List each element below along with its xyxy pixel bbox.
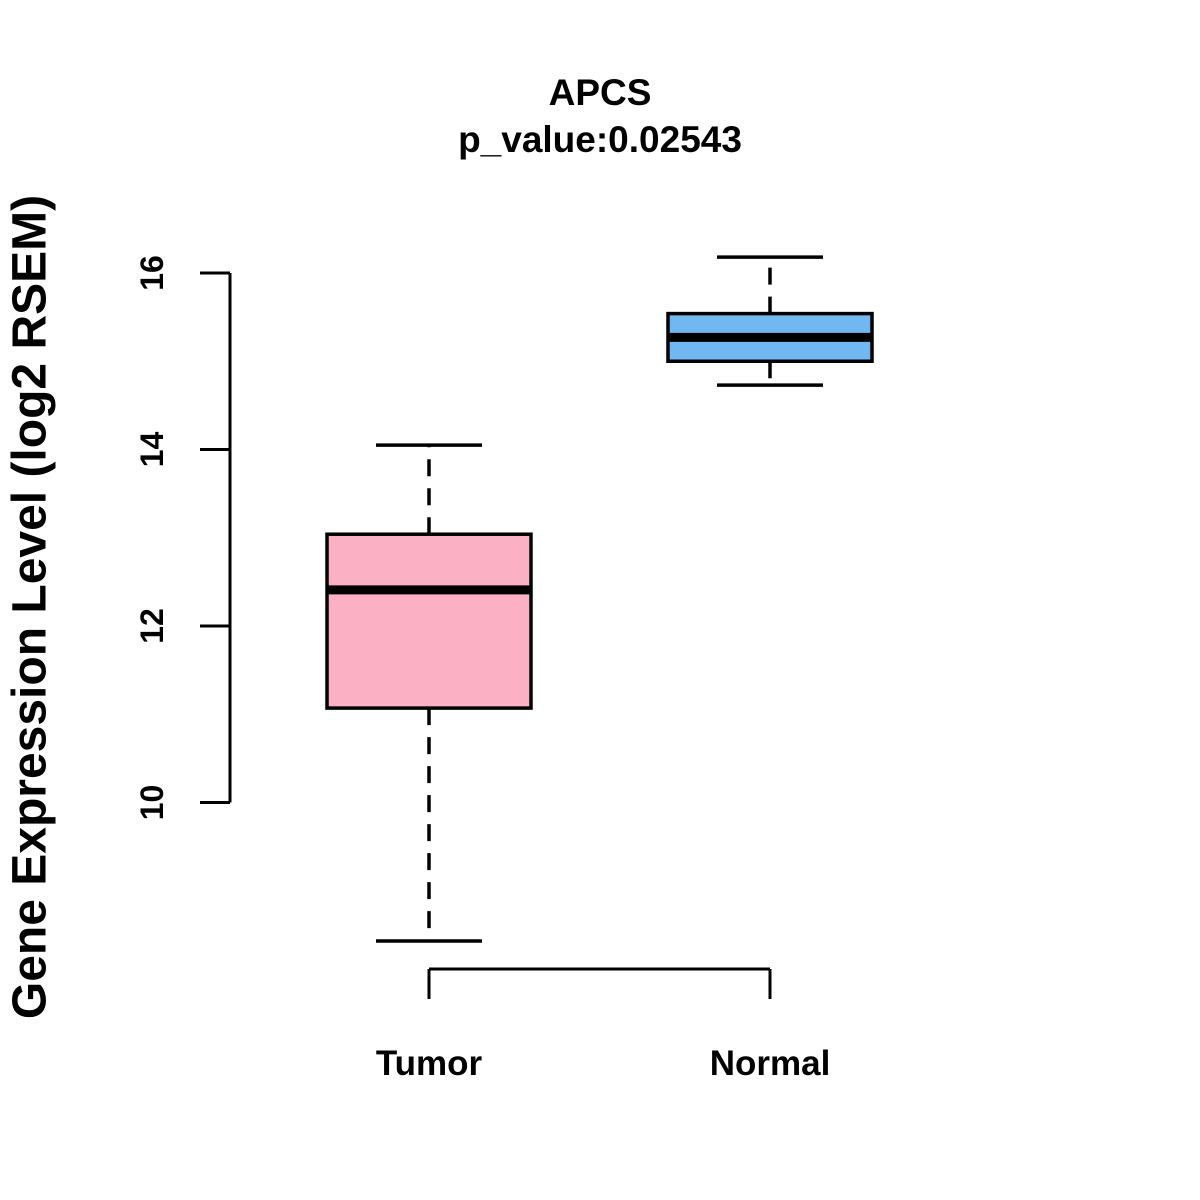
box-tumor (325, 532, 533, 710)
y-axis-tick-label: 16 (134, 255, 170, 291)
x-axis-label-normal: Normal (710, 1044, 831, 1083)
y-axis-tick-label: 12 (134, 608, 170, 644)
chart-title: APCS (548, 72, 652, 113)
y-axis-tick-label: 14 (134, 432, 170, 468)
y-axis-tick-label: 10 (134, 785, 170, 821)
chart-subtitle p-value-label: p_value:0.02543 (458, 119, 742, 160)
x-axis-label-tumor: Tumor (376, 1044, 483, 1083)
